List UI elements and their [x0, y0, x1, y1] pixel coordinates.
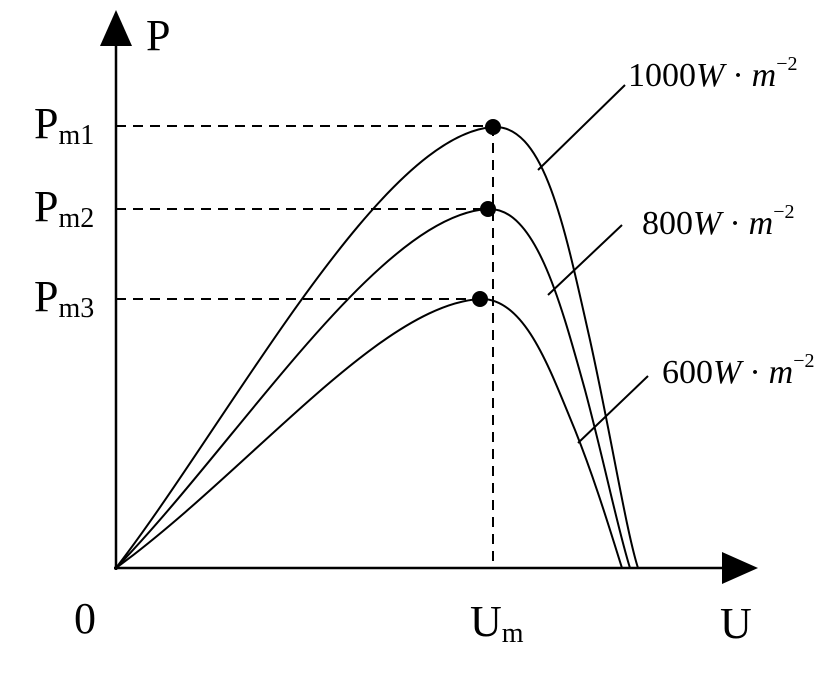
exponent: −2 [793, 350, 814, 372]
peak-point [485, 119, 501, 135]
curve-label: 800W · m−2 [642, 201, 795, 242]
separator: · [732, 57, 743, 94]
leader-line [577, 375, 649, 444]
leader-line [537, 84, 626, 171]
unit: W [713, 354, 744, 391]
peak-label: Pm2 [34, 182, 94, 234]
peak-sub: m2 [58, 203, 94, 234]
origin-label: 0 [74, 594, 96, 643]
peak-label: Pm3 [34, 272, 94, 324]
unit: W [696, 57, 727, 94]
x-tick-base: U [470, 597, 502, 646]
peak-base: P [34, 272, 58, 321]
unit: W [693, 205, 724, 242]
irradiance-value: 1000 [628, 57, 696, 94]
curve-1000 [115, 125, 639, 569]
curve-800 [115, 207, 631, 569]
curve-label: 600W · m−2 [662, 350, 815, 391]
y-arrow [100, 10, 132, 46]
peak-base: P [34, 99, 58, 148]
exponent: −2 [773, 201, 794, 223]
curve-label: 1000W · m−2 [628, 53, 798, 94]
unit-base: m [769, 354, 794, 391]
exponent: −2 [776, 53, 797, 75]
x-tick-label: Um [470, 597, 524, 649]
unit-base: m [749, 205, 774, 242]
peak-label: Pm1 [34, 99, 94, 151]
leader-line [547, 224, 623, 296]
y-axis-label: P [146, 11, 170, 60]
x-arrow [722, 552, 758, 584]
separator: · [749, 354, 760, 391]
x-tick-sub: m [502, 618, 524, 649]
peak-sub: m1 [58, 120, 94, 151]
irradiance-value: 800 [642, 205, 693, 242]
peak-point [480, 201, 496, 217]
peak-sub: m3 [58, 293, 94, 324]
irradiance-value: 600 [662, 354, 713, 391]
peak-point [472, 291, 488, 307]
curve-600 [115, 297, 623, 569]
peak-base: P [34, 182, 58, 231]
unit-base: m [752, 57, 777, 94]
separator: · [729, 205, 740, 242]
x-axis-label: U [720, 599, 752, 648]
